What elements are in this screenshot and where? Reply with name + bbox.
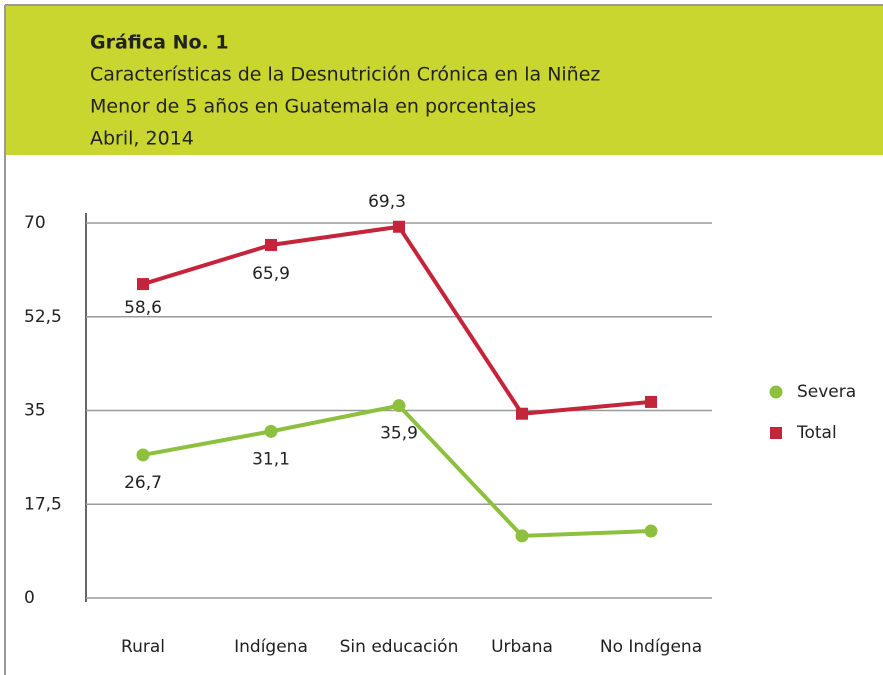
header-band (5, 5, 883, 155)
legend-label: Severa (797, 382, 856, 402)
x-tick-label: Urbana (491, 637, 553, 657)
point (644, 524, 658, 538)
point (393, 220, 405, 233)
chart-title: Gráfica No. 1 (90, 32, 229, 54)
data-label: 31,1 (252, 449, 290, 469)
point (137, 278, 149, 291)
x-tick-label: Indígena (234, 637, 308, 657)
line (142, 224, 652, 416)
chart-subtitle: Menor de 5 años en Guatemala en porcenta… (90, 96, 536, 118)
x-tick-label: Rural (121, 637, 165, 657)
data-label: 69,3 (368, 192, 406, 212)
y-tick-label: 17,5 (24, 494, 62, 514)
point (645, 395, 657, 408)
data-label: 35,9 (380, 424, 418, 444)
point (265, 238, 277, 251)
legend-marker (769, 385, 783, 399)
y-tick-label: 70 (24, 213, 46, 233)
data-label: 58,6 (124, 298, 162, 318)
point (515, 529, 529, 543)
point (136, 448, 150, 462)
data-label: 65,9 (252, 264, 290, 284)
legend-label: Total (796, 423, 837, 443)
legend-marker (770, 427, 782, 439)
y-tick-label: 35 (24, 401, 46, 421)
data-label: 26,7 (124, 473, 162, 493)
chart-subtitle: Características de la Desnutrición Cróni… (90, 64, 600, 86)
chart-subtitle: Abril, 2014 (90, 128, 194, 150)
point (264, 424, 278, 438)
y-tick-label: 52,5 (24, 307, 62, 327)
x-tick-label: Sin educación (340, 637, 459, 657)
point (392, 399, 406, 413)
point (516, 407, 528, 420)
x-tick-label: No Indígena (600, 637, 702, 657)
y-tick-label: 0 (24, 588, 35, 608)
